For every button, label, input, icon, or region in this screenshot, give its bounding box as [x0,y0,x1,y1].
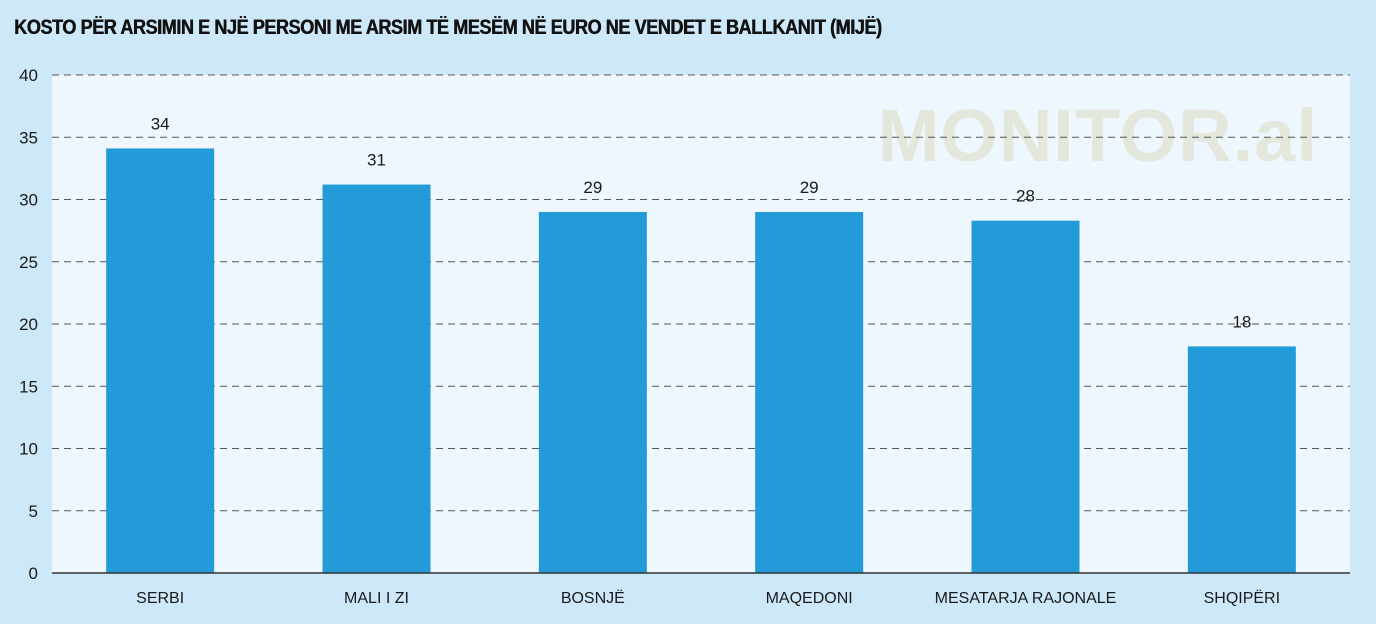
y-tick-label: 40 [19,66,38,85]
bar-value-label: 34 [151,114,170,133]
bar [538,211,647,573]
bar [106,148,215,573]
bar [1187,346,1296,573]
bar [971,220,1080,574]
y-tick-label: 30 [19,191,38,210]
y-tick-label: 0 [29,564,38,583]
y-tick-label: 10 [19,440,38,459]
y-tick-label: 25 [19,253,38,272]
x-category-label: MALI I ZI [344,590,409,607]
bar [322,184,431,573]
x-category-label: BOSNJË [561,589,625,607]
chart-title: KOSTO PËR ARSIMIN E NJË PERSONI ME ARSIM… [14,16,882,39]
x-category-label: SERBI [136,590,184,607]
bar-value-label: 18 [1232,312,1251,331]
x-category-label: MAQEDONI [766,590,853,607]
y-tick-label: 5 [29,502,38,521]
bar-value-label: 29 [800,178,819,197]
bar-value-label: 29 [583,178,602,197]
y-tick-label: 15 [19,377,38,396]
x-category-label: SHQIPËRI [1204,589,1280,607]
bar [755,211,864,573]
bar-value-label: 31 [367,151,386,170]
watermark-logo: MONITOR.al [878,94,1318,177]
bar-value-label: 28 [1016,187,1035,206]
y-tick-label: 20 [19,315,38,334]
y-tick-label: 35 [19,128,38,147]
x-category-label: MESATARJA RAJONALE [935,590,1117,607]
